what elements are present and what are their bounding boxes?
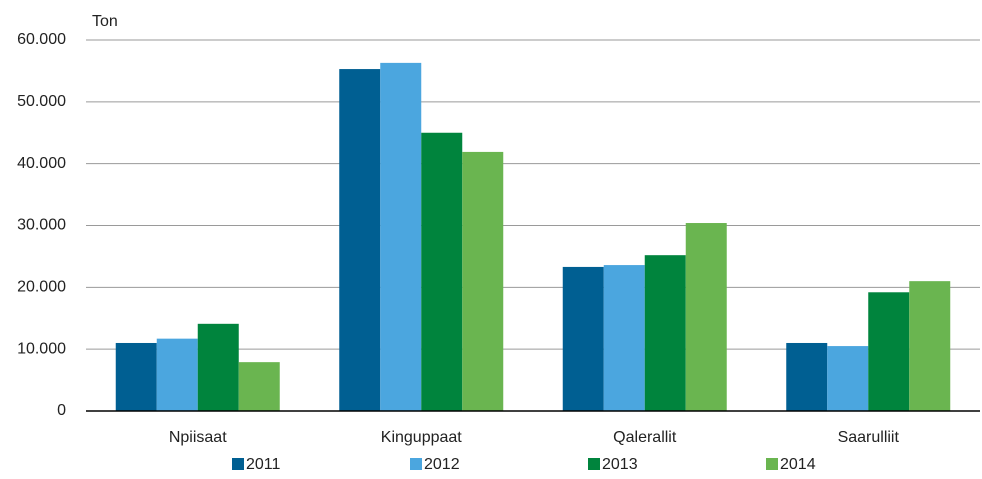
legend-label: 2013 (602, 456, 638, 473)
bar (786, 342, 828, 411)
x-tick-label: Kinguppaat (381, 429, 463, 446)
bar (462, 151, 504, 411)
x-tick-label: Saarulliit (838, 429, 900, 446)
legend-label: 2014 (780, 456, 816, 473)
x-tick-label: Qalerallit (613, 429, 677, 446)
legend-label: 2012 (424, 456, 460, 473)
bar (827, 346, 869, 411)
bar (115, 342, 157, 411)
bar (909, 281, 951, 411)
legend-swatch (588, 458, 600, 470)
legend-swatch (232, 458, 244, 470)
x-tick-label: Npiisaat (169, 429, 227, 446)
bar (421, 132, 463, 411)
bar (644, 255, 686, 411)
bar (562, 266, 604, 411)
y-tick-label: 0 (57, 402, 66, 419)
bar (339, 69, 381, 411)
y-tick-label: 50.000 (17, 93, 66, 110)
y-tick-label: 60.000 (17, 31, 66, 48)
bar (603, 265, 645, 411)
y-tick-label: 20.000 (17, 279, 66, 296)
y-tick-label: 30.000 (17, 217, 66, 234)
bar (380, 62, 422, 412)
y-tick-label: 10.000 (17, 340, 66, 357)
y-tick-label: 40.000 (17, 155, 66, 172)
y-axis-label: Ton (92, 13, 118, 30)
bar (156, 338, 198, 411)
bar (868, 292, 910, 411)
bar (238, 362, 280, 411)
legend-label: 2011 (246, 456, 281, 473)
bar (685, 223, 727, 411)
legend-swatch (410, 458, 422, 470)
bar (197, 323, 239, 411)
legend-swatch (766, 458, 778, 470)
